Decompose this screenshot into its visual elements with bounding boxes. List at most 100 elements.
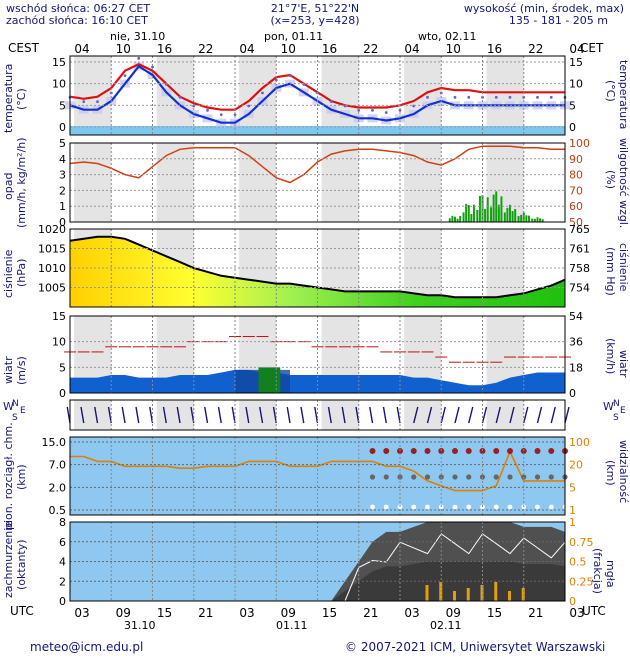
y-tick-label-right: 54	[569, 310, 583, 323]
day-label-3: wto, 02.11	[418, 30, 477, 43]
bottom-hour-label: 21	[363, 606, 378, 620]
precip-bar	[470, 214, 473, 222]
y-tick-label: 3	[59, 169, 66, 182]
y-tick-label: 15	[52, 56, 66, 69]
precip-bar	[527, 215, 530, 222]
fog-bar	[494, 582, 498, 601]
precip-bar	[536, 217, 539, 222]
cloudbase-left-unit: (km)	[15, 464, 28, 490]
y-tick-label: 0	[59, 216, 66, 229]
wind-arrow	[121, 406, 126, 424]
cloudcover-left-unit: (oktanty)	[15, 539, 28, 590]
precip-bar	[517, 216, 520, 222]
y-tick-label-right: 50	[569, 216, 583, 229]
wind-arrow	[94, 406, 99, 424]
precip-right-label: (%)	[604, 170, 617, 190]
compass-s-left: S	[12, 413, 18, 423]
y-tick-label: 6	[59, 536, 66, 549]
precip-bar	[503, 212, 506, 222]
precip-bar	[541, 219, 544, 222]
wind-arrow	[176, 406, 181, 424]
wind-arrow	[300, 406, 305, 424]
precip-bar	[478, 195, 481, 222]
sunset-text: zachód słońca: 16:10 CET	[6, 14, 148, 27]
cloud-dot-mid	[424, 474, 431, 480]
cloudcover-left-label: zachmurzenie	[2, 520, 15, 598]
compass-w-right: W	[603, 400, 614, 413]
panel-frame-cloudcover	[69, 521, 566, 602]
y-tick-label: 2	[59, 184, 66, 197]
dew-point	[343, 104, 347, 108]
cloud-dot-high	[369, 448, 376, 454]
temp-left-label: temperatura	[2, 63, 15, 133]
wind-arrow	[426, 406, 433, 424]
wind-arrow	[369, 406, 374, 424]
precip-bar	[490, 207, 493, 222]
pressure-left-label: ciśnienie	[2, 249, 15, 298]
bottom-hour-label: 09	[281, 606, 296, 620]
cloud-dot-low	[370, 504, 375, 510]
pressure-right-unit: ciśnienie	[617, 243, 630, 292]
precip-bar	[462, 212, 465, 222]
y-tick-label-right: 5	[569, 99, 576, 112]
sunrise-text: wschód słońca: 06:27 CET	[6, 2, 151, 15]
cloud-dot-high	[493, 448, 500, 454]
bottom-hour-label: 03	[404, 606, 419, 620]
night-band	[239, 400, 277, 430]
cloudcover-right-label: (frakcja)	[591, 548, 604, 594]
wind-arrow	[509, 406, 515, 424]
precip-bar	[514, 209, 517, 222]
night-band	[74, 143, 112, 222]
dew-point	[82, 100, 86, 104]
dew-point	[384, 111, 388, 114]
pressure-left-unit: (hPa)	[15, 258, 28, 287]
precip-bar	[476, 210, 479, 222]
panel-frame-pressure	[69, 228, 566, 308]
cloud-dot-high	[465, 448, 472, 454]
cloud-dot-high	[507, 448, 513, 454]
tz-left-top: CEST	[8, 41, 39, 55]
wind-right-unit: wiatr	[617, 350, 630, 378]
footer-email[interactable]: meteo@icm.edu.pl	[30, 640, 144, 654]
top-hour-label: 16	[157, 42, 172, 56]
precip-bar	[486, 197, 489, 222]
cloud-dot-high	[410, 448, 417, 454]
cloudbase-left-label: pion. rozciągł. chm.	[2, 422, 15, 530]
y-tick-label: 0	[59, 595, 66, 608]
temp-right-label: (°C)	[604, 80, 617, 102]
wind-arrow	[382, 406, 387, 424]
y-tick-label: 1005	[38, 282, 66, 295]
top-hour-label: 16	[322, 42, 337, 56]
night-band	[486, 400, 524, 430]
top-hour-label: 16	[487, 42, 502, 56]
bottom-hour-label: 03	[74, 606, 89, 620]
night-band	[239, 143, 277, 222]
y-tick-label: 5	[59, 137, 66, 150]
y-tick-label-right: 70	[569, 184, 583, 197]
y-tick-label-right: 754	[569, 282, 590, 295]
precip-bar	[531, 218, 534, 222]
wind-arrow	[259, 406, 264, 424]
cloud-dot-low	[383, 504, 389, 510]
precip-bar	[467, 205, 470, 222]
y-tick-label-right: 60	[569, 200, 583, 213]
dew-point	[357, 108, 361, 112]
bottom-hour-label: 15	[322, 606, 337, 620]
top-hour-label: 10	[116, 42, 131, 56]
precip-bar	[495, 191, 498, 222]
cloud-dot-high	[424, 448, 431, 454]
top-hour-label: 10	[446, 42, 461, 56]
compass-w-left: W	[3, 400, 14, 413]
dew-point	[261, 91, 264, 95]
night-band	[321, 400, 359, 430]
cloud-dot-mid	[534, 474, 541, 480]
precip-bar	[525, 215, 528, 222]
top-hour-label: 22	[363, 42, 378, 56]
y-tick-label-right: 90	[569, 153, 583, 166]
y-tick-label: 4	[59, 556, 66, 569]
y-tick-label-right: 100	[569, 436, 590, 449]
fog-bar	[425, 585, 429, 601]
dew-point	[549, 95, 553, 99]
y-tick-label: 1015	[38, 243, 66, 256]
wind-arrow	[413, 406, 419, 424]
